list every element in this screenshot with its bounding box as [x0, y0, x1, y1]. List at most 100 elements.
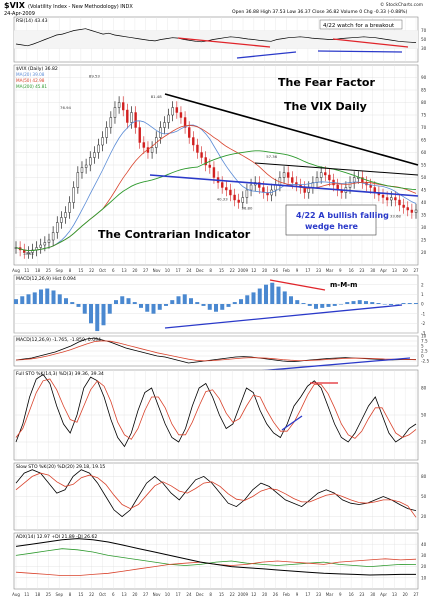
macd-hist-trend-blue — [164, 304, 403, 329]
price-x-tick-label: 10 — [165, 268, 171, 273]
price-candle — [72, 187, 75, 203]
adx-x-tick-label: 20 — [132, 592, 138, 597]
price-candle — [171, 107, 174, 116]
price-candle — [68, 202, 71, 213]
price-x-tick-label: 23 — [316, 268, 322, 273]
price-candle — [233, 194, 236, 201]
price-x-tick-label: 23 — [359, 268, 365, 273]
adx-x-tick-label: 13 — [122, 592, 128, 597]
macd-hist-bar — [370, 302, 375, 304]
macd-hist-bar — [64, 298, 68, 304]
rsi-line — [15, 28, 417, 47]
price-x-tick-label: Sep — [55, 268, 63, 273]
price-x-tick-label: 9 — [339, 268, 342, 273]
adx-x-tick-label: Apr — [380, 592, 387, 597]
macd-hist-bar — [89, 304, 93, 324]
adx-x-tick-label: 23 — [316, 592, 322, 597]
macd-hist-bar — [70, 302, 75, 304]
price-candle — [385, 197, 389, 201]
macd-hist-bar — [101, 304, 106, 326]
macd_hist-y-tick-label: -1 — [421, 311, 426, 316]
price-value-label: 36.80 — [241, 206, 252, 211]
price-y-tick-label: 55 — [421, 163, 427, 168]
price-candle — [117, 102, 121, 108]
macd-hist-trend-red — [269, 279, 326, 291]
price-candle — [225, 187, 228, 191]
price-y-tick-label: 70 — [421, 125, 427, 130]
ohlc-readout: Open 36.88 High 37.53 Low 36.37 Close 36… — [232, 9, 407, 15]
macd-hist-bar — [289, 296, 293, 304]
adx-x-tick-label: Mar — [326, 592, 334, 597]
price-candle — [192, 137, 195, 146]
price-y-tick-label: 65 — [421, 138, 427, 143]
wedge-note-line1: 4/22 A bullish falling — [296, 211, 389, 220]
adx-x-tick-label: Nov — [153, 592, 161, 597]
price-x-tick-label: 24 — [186, 268, 192, 273]
macd-hist-bar — [339, 304, 343, 305]
slow_sto-y-tick-label: 50 — [421, 494, 427, 499]
watch-annotation: 4/22 watch for a breakout — [323, 23, 395, 29]
price-x-tick-label: 8 — [69, 268, 72, 273]
wedge-note-line2: wedge here — [305, 222, 359, 231]
adx-x-tick-label: 11 — [24, 592, 30, 597]
price-y-tick-label: 90 — [421, 75, 427, 80]
price-value-label: 57.36 — [266, 154, 277, 159]
slow_sto-legend: Slow STO %K(20) %D(20) 29.18, 19.15 — [16, 464, 105, 470]
price-x-tick-label: 20 — [403, 268, 409, 273]
price-candle — [406, 207, 409, 211]
price-candle — [60, 217, 63, 223]
price-x-tick-label: 9 — [296, 268, 299, 273]
price-candle — [113, 107, 117, 118]
adx-x-tick-label: 27 — [413, 592, 419, 597]
price-x-tick-label: 26 — [273, 268, 279, 273]
adx-x-tick-label: 25 — [46, 592, 52, 597]
price-candle — [258, 182, 261, 188]
macd-y-tick-label: 5 — [421, 344, 424, 349]
price-candle — [212, 167, 216, 178]
price-candle — [274, 184, 277, 191]
adx-x-tick-label: 22 — [230, 592, 236, 597]
price-x-tick-label: 6 — [112, 268, 115, 273]
macd-hist-bar — [126, 298, 131, 304]
price-x-tick-label: 25 — [46, 268, 52, 273]
price-y-tick-label: 30 — [421, 225, 427, 230]
price-candle — [357, 177, 360, 179]
fast-sto-d-line — [15, 378, 417, 440]
adx-x-tick-label: 9 — [339, 592, 342, 597]
price-x-tick-label: 30 — [370, 268, 376, 273]
macd-hist-bar — [176, 296, 181, 304]
price-candle — [105, 127, 108, 138]
adx-x-tick-label: 15 — [219, 592, 225, 597]
price-candle — [390, 197, 393, 201]
adx-x-tick-label: 10 — [165, 592, 171, 597]
macd-hist-bar — [32, 292, 37, 304]
price-y-tick-label: 75 — [421, 113, 427, 118]
macd-hist-bar — [295, 300, 300, 304]
adx-x-tick-label: 16 — [349, 592, 355, 597]
price-candle — [398, 199, 401, 206]
fast-sto-k-line — [15, 373, 417, 448]
price-candle — [134, 112, 137, 128]
price-candle — [39, 244, 42, 248]
macd_hist-legend: MACD(12,26,9) Hist 0.094 — [16, 276, 76, 282]
price-candle — [27, 252, 30, 254]
ma20-line — [15, 120, 417, 252]
price-candle — [84, 164, 88, 168]
macd-hist-bar — [182, 294, 187, 304]
macd-hist-bar — [132, 302, 137, 304]
price-x-tick-label: 20 — [132, 268, 138, 273]
adx-x-tick-label: 17 — [305, 592, 311, 597]
price-y-tick-label: 25 — [421, 238, 427, 243]
adx-x-tick-label: 24 — [186, 592, 192, 597]
price-y-tick-label: 35 — [421, 213, 427, 218]
price-candle — [328, 174, 331, 181]
chart-date: 24-Apr-2009 — [4, 11, 35, 17]
macd-hist-bar — [301, 303, 306, 304]
price-candle — [47, 239, 51, 243]
macd-hist-bar — [232, 302, 237, 304]
price-candle — [130, 112, 133, 123]
price-candle — [237, 199, 240, 203]
ma200-line — [15, 150, 417, 252]
price-y-tick-label: 50 — [421, 175, 427, 180]
